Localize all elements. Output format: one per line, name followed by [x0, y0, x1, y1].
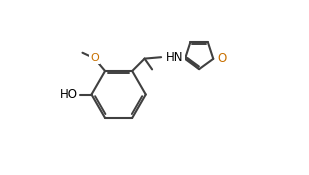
Text: O: O [217, 52, 226, 65]
Text: HN: HN [166, 51, 184, 64]
Text: HO: HO [60, 88, 78, 101]
Text: O: O [90, 53, 99, 63]
